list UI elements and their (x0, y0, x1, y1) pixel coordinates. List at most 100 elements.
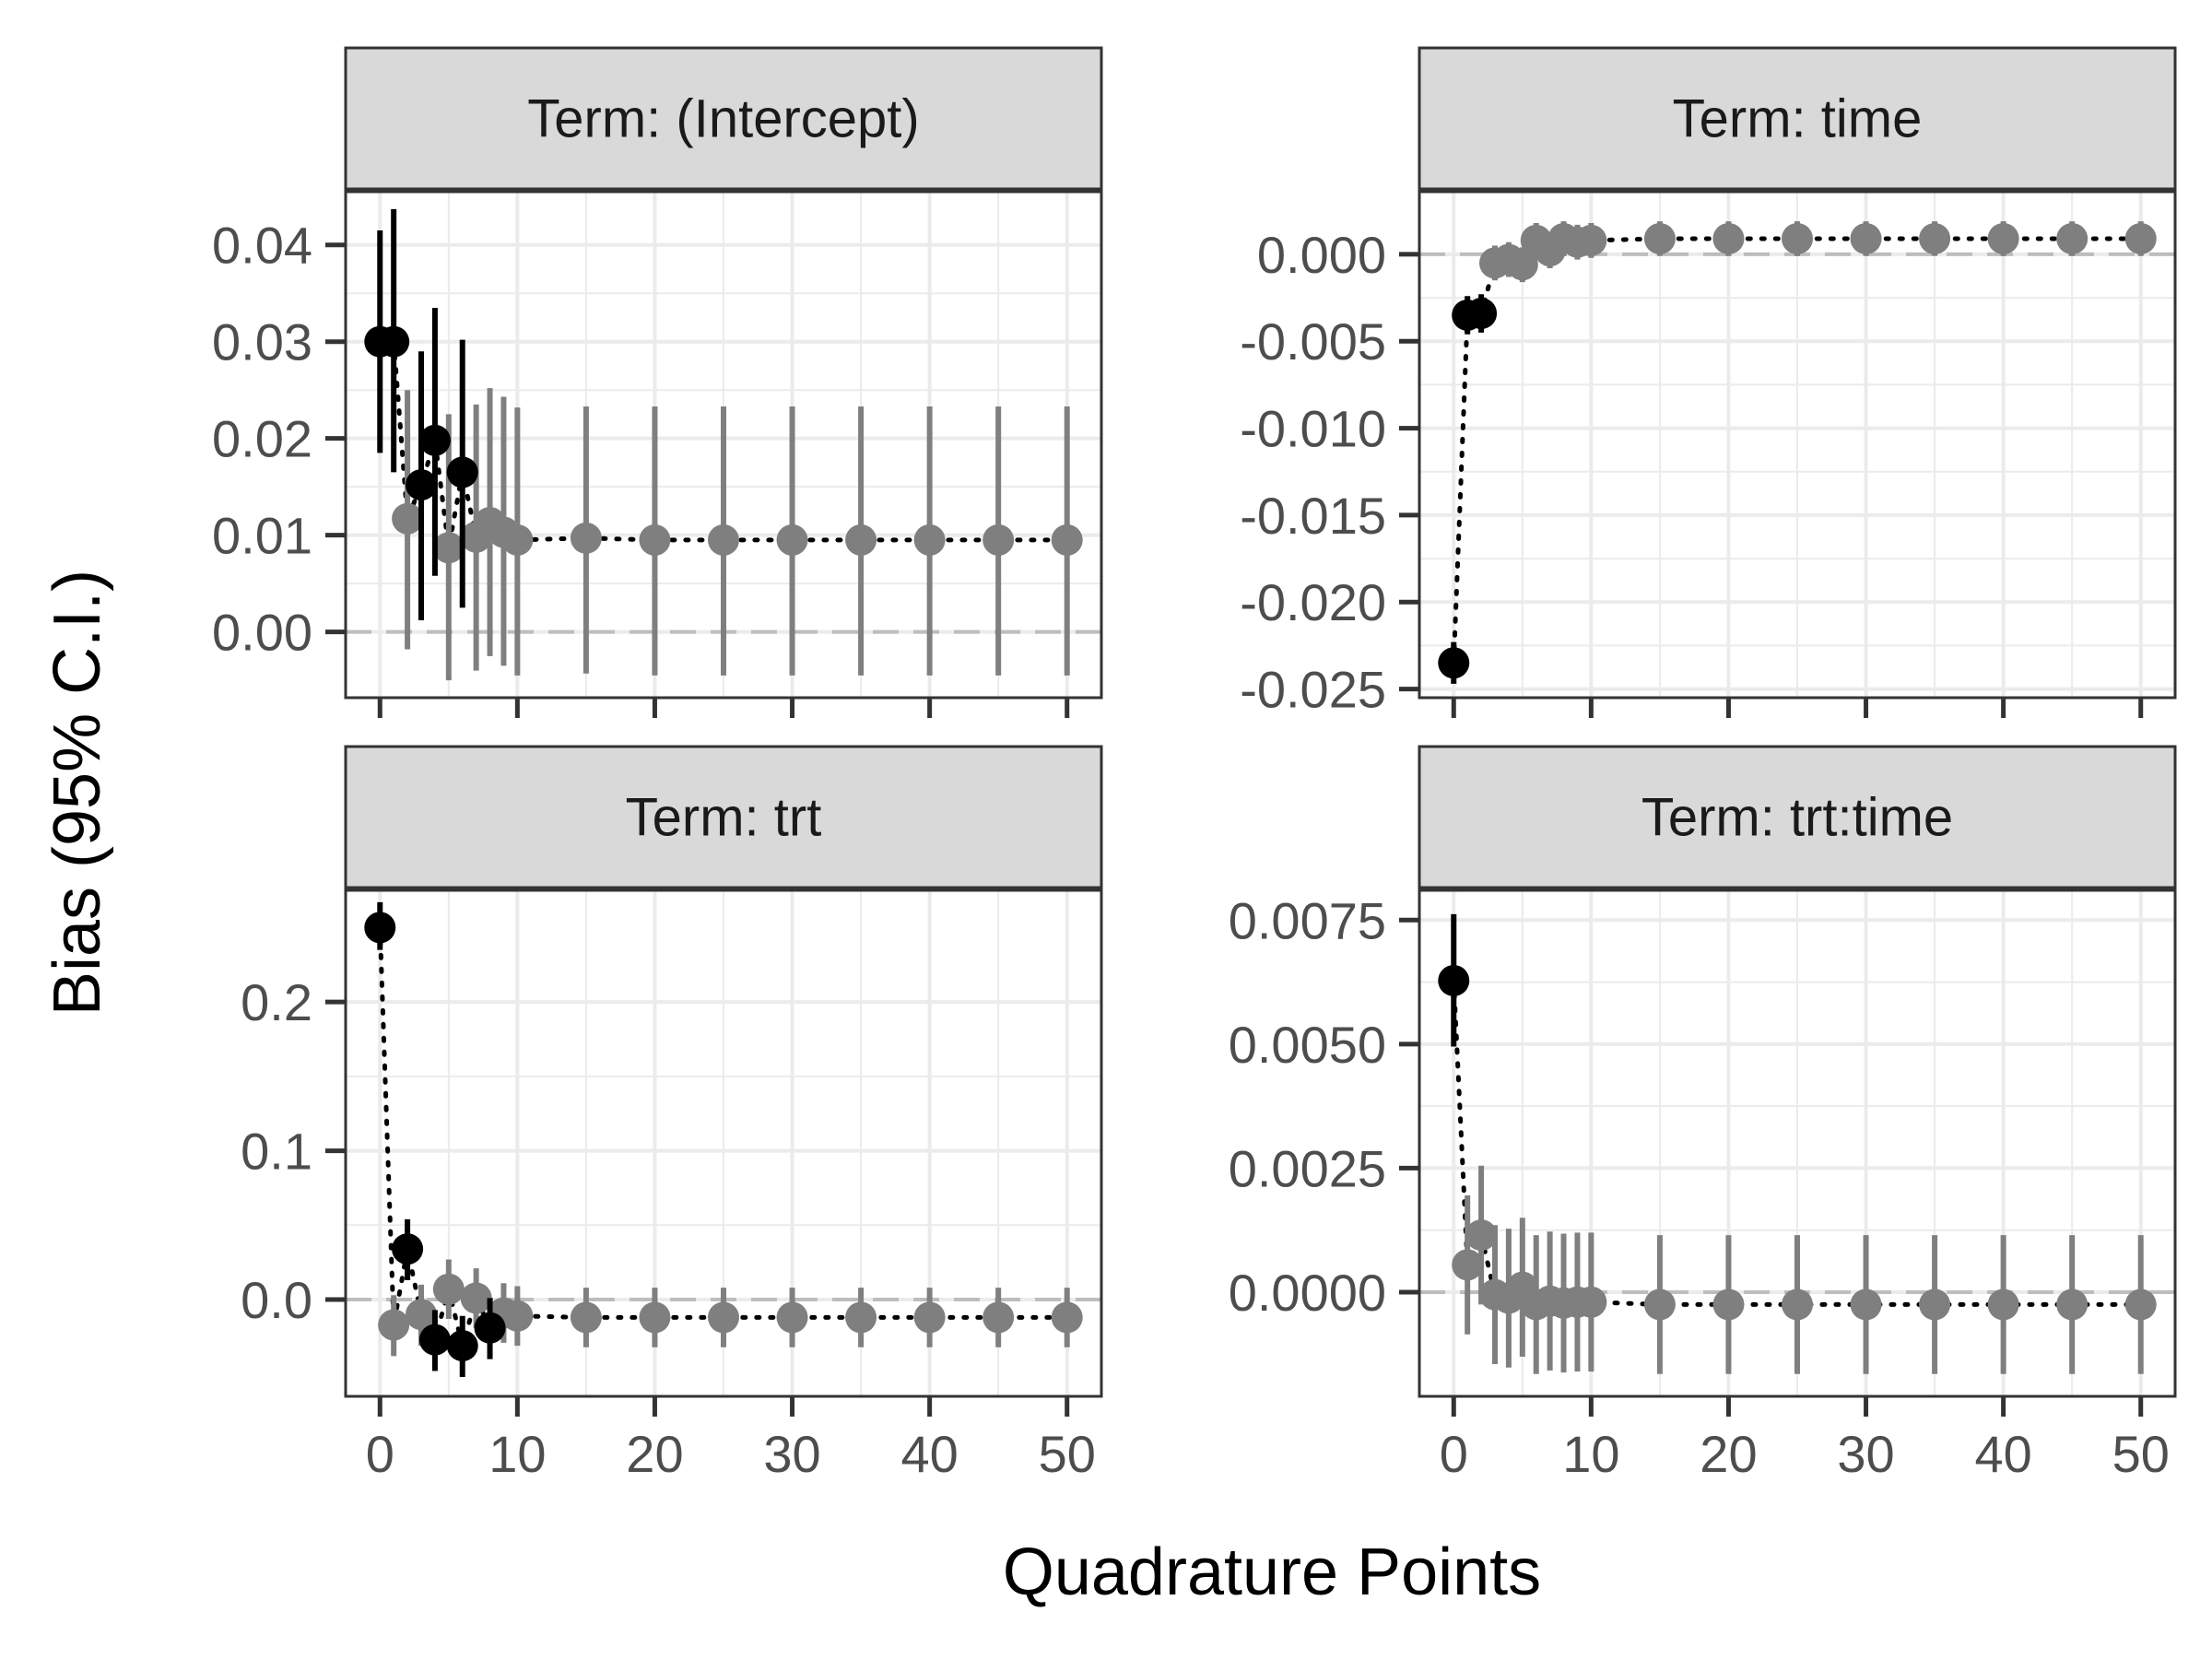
data-point (1506, 249, 1538, 281)
y-tick-label: -0.005 (1240, 312, 1386, 371)
data-point (708, 1301, 739, 1334)
data-point (1712, 1288, 1745, 1321)
y-tick-label: 0.03 (212, 313, 312, 371)
y-tick-label: 0.02 (212, 410, 312, 468)
y-tick-label: 0.0 (241, 1271, 312, 1329)
data-point (460, 1282, 492, 1314)
facet-strip (1418, 745, 2177, 889)
x-tick-label: 30 (1837, 1425, 1894, 1483)
data-point (570, 1301, 602, 1334)
y-tick-label: 0.04 (212, 217, 312, 275)
data-point (392, 1233, 424, 1265)
data-point (639, 1301, 671, 1334)
facet-panel: Term: trt 0.0 0.1 0.2 0 10 20 30 40 50 (241, 745, 1103, 1483)
x-tick-label: 40 (1974, 1425, 2031, 1483)
x-tick-label: 50 (1039, 1425, 1096, 1483)
data-point (446, 1330, 478, 1362)
data-point (418, 1324, 451, 1356)
panel-border (1418, 190, 2177, 700)
data-point (1643, 1288, 1676, 1321)
data-point (446, 456, 478, 488)
data-point (392, 502, 424, 535)
y-tick-label: 0.1 (241, 1123, 312, 1181)
data-point (1850, 222, 1882, 254)
facet-panel: Term: time -0.025 -0.020 -0.015 -0.010 -0.005… (1240, 46, 2177, 719)
data-point (1919, 1288, 1951, 1321)
y-tick-label: 0.000 (1257, 226, 1386, 284)
x-tick-label: 50 (2112, 1425, 2170, 1483)
x-tick-label: 30 (763, 1425, 820, 1483)
data-point (1850, 1288, 1882, 1321)
facet-panel: Term: (Intercept) 0.00 0.01 0.02 0.03 0.04 (212, 46, 1103, 718)
data-point (913, 524, 946, 556)
data-point (432, 532, 465, 564)
data-point (1919, 222, 1951, 254)
y-tick-label: -0.020 (1240, 573, 1386, 631)
data-point (1465, 298, 1498, 330)
x-tick-label: 10 (1562, 1425, 1619, 1483)
data-point (364, 912, 396, 944)
data-point (1987, 222, 2019, 254)
data-point (378, 1309, 410, 1341)
facet-strip (1418, 46, 2177, 191)
y-tick-label: 0.2 (241, 973, 312, 1031)
data-point (1575, 224, 1607, 256)
data-point (2056, 1288, 2088, 1321)
facet-strip-label: Term: (Intercept) (527, 89, 919, 149)
data-point (1575, 1286, 1607, 1318)
data-point (418, 424, 451, 456)
panel-border (344, 888, 1103, 1398)
data-point (913, 1301, 946, 1334)
facet-strip-label: Term: trt:time (1641, 788, 1953, 848)
data-point (1643, 222, 1676, 254)
data-point (708, 524, 739, 556)
data-point (1452, 1249, 1484, 1281)
y-tick-label: -0.025 (1240, 661, 1386, 719)
x-tick-label: 0 (1440, 1425, 1468, 1483)
y-tick-label: 0.0050 (1229, 1016, 1386, 1074)
facet-panels: Term: (Intercept)0.000.010.020.030.04Ter… (212, 46, 2177, 1483)
x-tick-label: 40 (900, 1425, 958, 1483)
data-point (2124, 1288, 2157, 1321)
data-point (501, 1300, 534, 1332)
facet-strip-label: Term: time (1673, 89, 1923, 149)
data-point (2124, 222, 2157, 254)
x-tick-label: 0 (366, 1425, 394, 1483)
data-point (845, 1301, 877, 1334)
y-tick-label: 0.0025 (1229, 1139, 1386, 1197)
data-point (1465, 1219, 1498, 1252)
data-point (1438, 647, 1470, 679)
panel-border (344, 190, 1103, 700)
data-point (406, 1299, 437, 1331)
data-point (378, 325, 410, 358)
x-tick-label: 10 (488, 1425, 546, 1483)
facet-strip-label: Term: trt (626, 788, 822, 848)
x-tick-label: 20 (626, 1425, 683, 1483)
y-tick-label: 0.00 (212, 604, 312, 662)
y-tick-label: 0.01 (212, 507, 312, 565)
y-axis-title: Bias (95% C.I.) (41, 570, 114, 1016)
data-point (1051, 1301, 1083, 1334)
data-point (501, 524, 534, 556)
data-point (1782, 222, 1813, 254)
data-point (1051, 524, 1083, 556)
data-point (570, 522, 602, 554)
data-point (845, 524, 877, 556)
data-point (982, 1301, 1015, 1334)
panel-border (1418, 888, 2177, 1398)
facet-panel: Term: trt:time 0.0000 0.0025 0.0050 0.0075 0 1… (1229, 745, 2177, 1483)
data-point (474, 1312, 506, 1344)
data-point (1712, 222, 1745, 254)
data-point (432, 1273, 465, 1305)
x-tick-label: 20 (1700, 1425, 1757, 1483)
facet-strip (344, 46, 1103, 191)
y-tick-label: -0.010 (1240, 400, 1386, 458)
y-tick-label: -0.015 (1240, 487, 1386, 545)
y-tick-label: 0.0000 (1229, 1264, 1386, 1322)
data-point (776, 1301, 808, 1334)
data-point (1782, 1288, 1813, 1321)
facet-strip (344, 745, 1103, 889)
data-point (1987, 1288, 2019, 1321)
data-point (1438, 964, 1470, 996)
